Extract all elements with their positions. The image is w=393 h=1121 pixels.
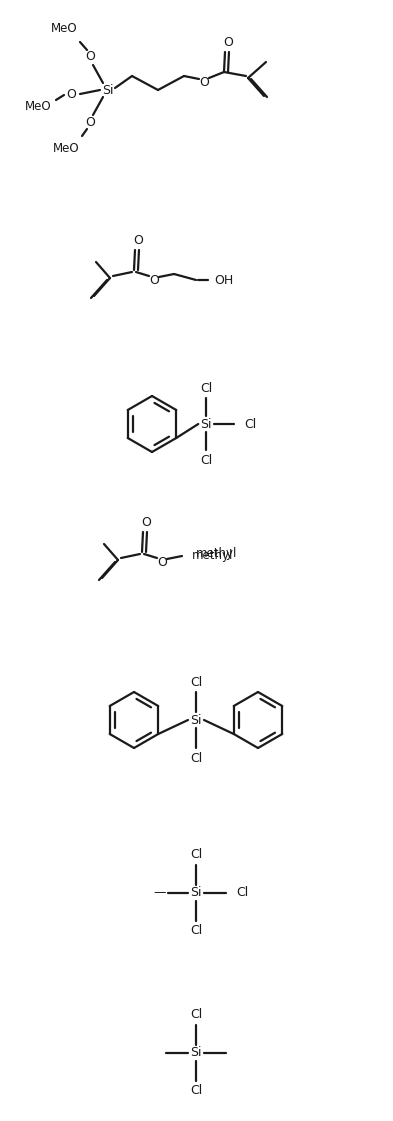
- Text: Cl: Cl: [200, 381, 212, 395]
- Text: Si: Si: [190, 1047, 202, 1059]
- Text: Si: Si: [190, 713, 202, 726]
- Text: methyl: methyl: [192, 549, 233, 563]
- Text: O: O: [85, 50, 95, 64]
- Text: Cl: Cl: [190, 751, 202, 765]
- Text: MeO: MeO: [53, 142, 80, 156]
- Text: O: O: [141, 516, 151, 528]
- Text: Cl: Cl: [190, 1084, 202, 1097]
- Text: Si: Si: [190, 887, 202, 899]
- Text: O: O: [85, 117, 95, 130]
- Text: Si: Si: [102, 83, 114, 96]
- Text: O: O: [133, 233, 143, 247]
- Text: Cl: Cl: [200, 454, 212, 466]
- Text: MeO: MeO: [25, 100, 51, 112]
- Text: Cl: Cl: [236, 887, 248, 899]
- Text: Cl: Cl: [190, 849, 202, 862]
- Text: Cl: Cl: [190, 1009, 202, 1021]
- Text: O: O: [66, 87, 76, 101]
- Text: O: O: [157, 556, 167, 568]
- Text: O: O: [149, 274, 159, 287]
- Text: O: O: [199, 75, 209, 89]
- Text: Cl: Cl: [190, 676, 202, 688]
- Text: Cl: Cl: [190, 925, 202, 937]
- Text: —: —: [154, 887, 166, 899]
- Text: MeO: MeO: [51, 22, 78, 36]
- Text: Si: Si: [200, 417, 212, 430]
- Text: OH: OH: [214, 274, 233, 287]
- Text: methyl: methyl: [196, 547, 237, 560]
- Text: Cl: Cl: [244, 417, 257, 430]
- Text: O: O: [223, 36, 233, 48]
